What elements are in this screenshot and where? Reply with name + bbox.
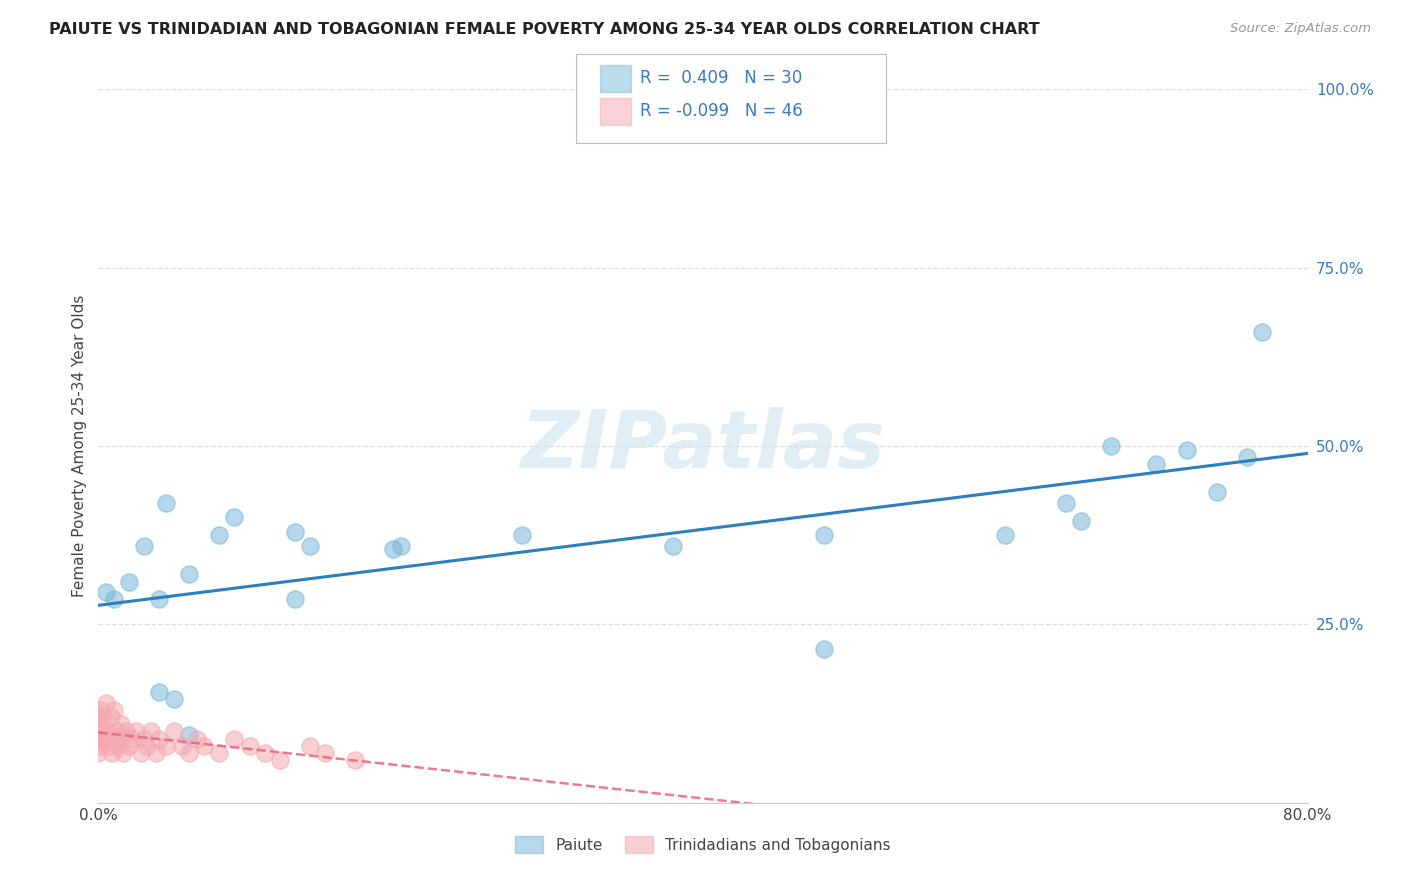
Point <box>186 731 208 746</box>
Point <box>87 731 110 746</box>
Point <box>170 739 193 753</box>
Point <box>179 728 201 742</box>
Point <box>224 510 246 524</box>
Point <box>1070 514 1092 528</box>
Point <box>94 731 117 746</box>
Point <box>118 574 141 589</box>
Legend: Paiute, Trinidadians and Tobagonians: Paiute, Trinidadians and Tobagonians <box>509 830 897 859</box>
Point <box>193 739 215 753</box>
Point <box>1236 450 1258 464</box>
Point <box>994 528 1017 542</box>
Point <box>382 542 405 557</box>
Point <box>111 746 134 760</box>
Text: R = -0.099   N = 46: R = -0.099 N = 46 <box>640 103 803 120</box>
Point <box>1175 442 1198 457</box>
Point <box>110 717 132 731</box>
Point <box>87 746 110 760</box>
Point <box>87 710 110 724</box>
Point <box>224 731 246 746</box>
Point <box>661 539 683 553</box>
Point <box>98 739 121 753</box>
Point <box>813 528 835 542</box>
Point <box>89 717 111 731</box>
Point <box>129 746 152 760</box>
Text: ZIPatlas: ZIPatlas <box>520 407 886 485</box>
Point <box>148 685 170 699</box>
Text: Source: ZipAtlas.com: Source: ZipAtlas.com <box>1230 22 1371 36</box>
Y-axis label: Female Poverty Among 25-34 Year Olds: Female Poverty Among 25-34 Year Olds <box>72 295 87 597</box>
Point <box>813 642 835 657</box>
Point <box>91 710 114 724</box>
Point <box>239 739 262 753</box>
Point <box>125 724 148 739</box>
Point <box>148 731 170 746</box>
Point <box>284 592 307 607</box>
Point <box>103 703 125 717</box>
Point <box>163 724 186 739</box>
Point <box>89 731 111 746</box>
Point <box>179 746 201 760</box>
Point <box>118 739 141 753</box>
Point <box>100 710 122 724</box>
Point <box>1054 496 1077 510</box>
Point <box>93 724 115 739</box>
Point <box>208 746 231 760</box>
Point <box>208 528 231 542</box>
Point <box>1099 439 1122 453</box>
Point <box>299 739 322 753</box>
Point <box>110 731 132 746</box>
Point <box>269 753 291 767</box>
Point <box>132 539 155 553</box>
Point <box>155 496 177 510</box>
Point <box>135 739 157 753</box>
Text: R =  0.409   N = 30: R = 0.409 N = 30 <box>640 70 801 87</box>
Point <box>90 739 112 753</box>
Point <box>103 592 125 607</box>
Text: PAIUTE VS TRINIDADIAN AND TOBAGONIAN FEMALE POVERTY AMONG 25-34 YEAR OLDS CORREL: PAIUTE VS TRINIDADIAN AND TOBAGONIAN FEM… <box>49 22 1040 37</box>
Point <box>105 724 128 739</box>
Point <box>121 731 143 746</box>
Point <box>148 592 170 607</box>
Point <box>299 539 322 553</box>
Point <box>94 696 117 710</box>
Point <box>179 567 201 582</box>
Point <box>253 746 276 760</box>
Point <box>1251 325 1274 339</box>
Point <box>107 739 129 753</box>
Point <box>344 753 367 767</box>
Point <box>155 739 177 753</box>
Point <box>163 692 186 706</box>
Point <box>1206 485 1229 500</box>
Point <box>141 724 163 739</box>
Point <box>101 746 124 760</box>
Point <box>284 524 307 539</box>
Point <box>145 746 167 760</box>
Point <box>103 731 125 746</box>
Point <box>314 746 336 760</box>
Point <box>96 724 118 739</box>
Point <box>94 585 117 599</box>
Point <box>90 703 112 717</box>
Point <box>389 539 412 553</box>
Point <box>510 528 533 542</box>
Point <box>1144 457 1167 471</box>
Point <box>132 731 155 746</box>
Point <box>114 724 136 739</box>
